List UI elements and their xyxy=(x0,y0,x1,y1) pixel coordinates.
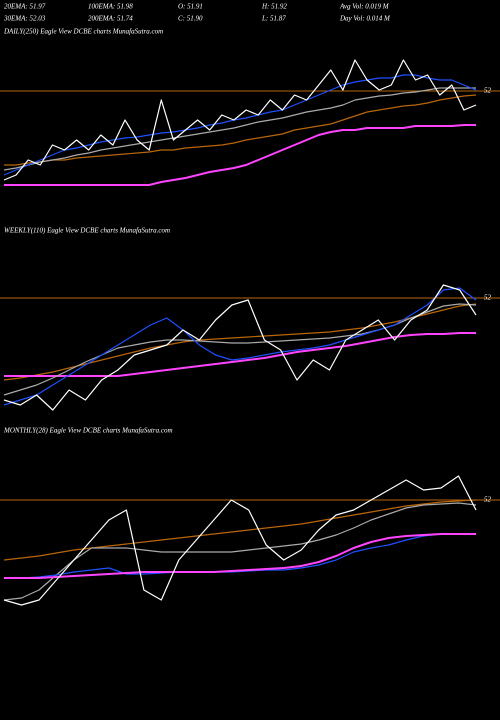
header-stat: H: 51.92 xyxy=(261,3,287,11)
header-stat: L: 51.87 xyxy=(261,15,286,23)
series-line xyxy=(3,303,477,381)
series-line xyxy=(3,284,477,411)
series-line xyxy=(3,499,477,561)
header-stat: 20EMA: 51.97 xyxy=(4,3,46,11)
header-stat: 30EMA: 52.03 xyxy=(3,15,46,23)
panel-title: WEEKLY(110) Eagle View DCBE charts Munaf… xyxy=(4,227,170,235)
series-line xyxy=(4,533,476,579)
header-stat: Day Vol: 0.014 M xyxy=(339,15,391,23)
header-stat: 100EMA: 51.98 xyxy=(88,3,133,11)
panel-title: MONTHLY(28) Eagle View DCBE charts Munaf… xyxy=(3,427,173,435)
series-line xyxy=(4,94,477,166)
y-tick-label: 52 xyxy=(484,294,492,302)
header-stat: Avg Vol: 0.019 M xyxy=(339,3,390,11)
series-line xyxy=(3,502,477,601)
series-line xyxy=(3,87,476,171)
series-line xyxy=(4,332,476,377)
header-stat: 200EMA: 51.74 xyxy=(88,15,133,23)
header-stat: C: 51.90 xyxy=(178,15,203,23)
header-stat: O: 51.91 xyxy=(178,3,203,11)
y-tick-label: 52 xyxy=(484,87,492,95)
series-line xyxy=(3,287,477,406)
series-line xyxy=(3,475,477,606)
series-line xyxy=(3,74,477,176)
series-line xyxy=(3,59,477,181)
panel-title: DAILY(250) Eagle View DCBE charts Munafa… xyxy=(3,28,163,36)
series-line xyxy=(4,124,476,186)
series-line xyxy=(3,303,477,396)
y-tick-label: 52 xyxy=(484,496,492,504)
